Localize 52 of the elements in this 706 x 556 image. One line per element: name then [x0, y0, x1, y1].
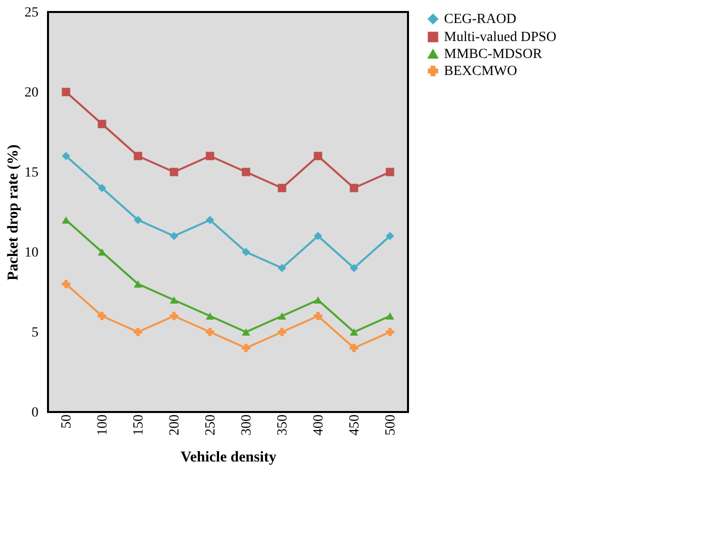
- point: [386, 232, 394, 240]
- y-tick-label: 0: [32, 406, 38, 420]
- point: [206, 312, 214, 320]
- x-tick-label: 300: [240, 414, 254, 436]
- x-tick-label: 150: [132, 414, 146, 436]
- x-tick-label: 350: [276, 414, 290, 436]
- x-tick-label: 250: [204, 414, 218, 436]
- point: [62, 88, 70, 96]
- point: [242, 168, 250, 176]
- point: [134, 280, 142, 288]
- y-tick-label: 15: [24, 166, 38, 180]
- point: [314, 152, 322, 160]
- point: [98, 184, 106, 192]
- point: [278, 184, 286, 192]
- legend-label: CEG-RAOD: [444, 12, 516, 27]
- point: [242, 328, 250, 336]
- point: [350, 328, 358, 336]
- point: [278, 312, 286, 320]
- legend-label: MMBC-MDSOR: [444, 47, 543, 62]
- x-tick-label: 100: [96, 414, 110, 436]
- point: [386, 168, 394, 176]
- point: [278, 264, 286, 272]
- x-axis-title: Vehicle density: [180, 450, 277, 466]
- point: [314, 232, 322, 240]
- point: [98, 248, 106, 256]
- point: [170, 232, 178, 240]
- x-tick-label: 450: [348, 414, 362, 436]
- point: [134, 152, 142, 160]
- y-tick-label: 20: [24, 86, 38, 100]
- point: [62, 216, 70, 224]
- point: [350, 264, 358, 272]
- point: [350, 184, 358, 192]
- x-tick-label: 400: [312, 414, 326, 436]
- legend-label: BEXCMWO: [444, 64, 518, 79]
- y-tick-label: 25: [24, 6, 38, 20]
- point: [62, 152, 70, 160]
- y-tick-label: 10: [24, 246, 38, 260]
- point: [170, 168, 178, 176]
- x-tick-label: 500: [384, 414, 398, 436]
- x-tick-label: 200: [168, 414, 182, 436]
- point: [242, 248, 250, 256]
- point: [134, 216, 142, 224]
- point: [314, 296, 322, 304]
- point: [386, 312, 394, 320]
- y-tick-label: 5: [32, 326, 38, 340]
- point: [170, 296, 178, 304]
- legend-label: Multi-valued DPSO: [444, 30, 556, 45]
- x-tick-label: 50: [60, 414, 74, 428]
- point: [206, 152, 214, 160]
- point: [206, 216, 214, 224]
- point: [98, 120, 106, 128]
- y-axis-title: Packet drop rate (%): [6, 144, 22, 280]
